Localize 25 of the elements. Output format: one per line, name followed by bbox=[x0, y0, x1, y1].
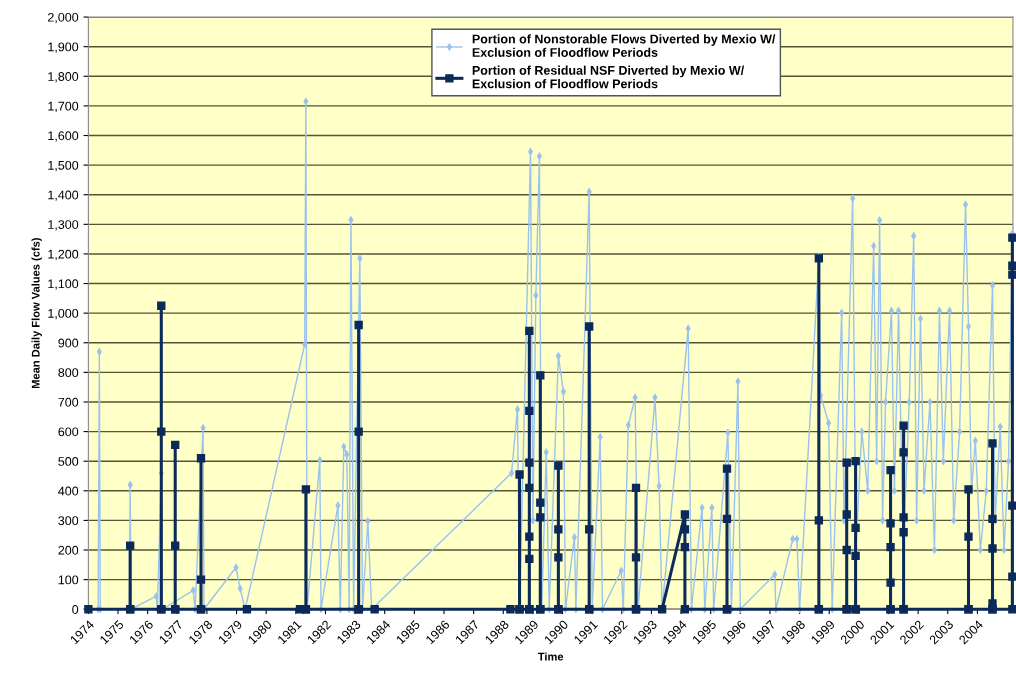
y-tick-label: 1,700 bbox=[48, 101, 79, 113]
y-tick-label: 1,300 bbox=[48, 220, 79, 231]
y-tick-label: 1,200 bbox=[48, 249, 79, 261]
y-tick-label: 1,100 bbox=[48, 279, 79, 290]
legend-label: Portion of Nonstorable Flows Diverted by Mexio W/ Exclusion of Floodflow Periods bbox=[472, 34, 776, 57]
y-tick-label: 600 bbox=[58, 427, 79, 437]
y-tick-label: 900 bbox=[58, 338, 79, 348]
y-tick-label: 1,600 bbox=[48, 131, 79, 142]
y-tick-label: 700 bbox=[58, 397, 79, 407]
y-tick-label: 1,900 bbox=[48, 42, 79, 53]
y-tick-label: 200 bbox=[58, 545, 79, 555]
y-axis-title: Mean Daily Flow Values (cfs) bbox=[31, 238, 42, 389]
y-tick-label: 100 bbox=[58, 575, 79, 585]
y-tick-label: 2,000 bbox=[48, 12, 79, 24]
y-tick-label: 300 bbox=[58, 516, 79, 526]
x-axis-title: Time bbox=[537, 652, 564, 661]
y-tick-label: 1,800 bbox=[48, 72, 79, 83]
y-tick-label: 1,500 bbox=[48, 160, 79, 172]
y-tick-label: 1,000 bbox=[48, 308, 79, 320]
y-tick-label: 400 bbox=[58, 486, 79, 496]
y-tick-label: 1,400 bbox=[48, 190, 79, 201]
y-tick-label: 800 bbox=[58, 368, 79, 378]
y-tick-label: 0 bbox=[72, 605, 79, 614]
y-tick-label: 500 bbox=[58, 457, 79, 466]
legend-label: Portion of Residual NSF Diverted by Mexio W/ Exclusion of Floodflow Periods bbox=[472, 65, 745, 89]
